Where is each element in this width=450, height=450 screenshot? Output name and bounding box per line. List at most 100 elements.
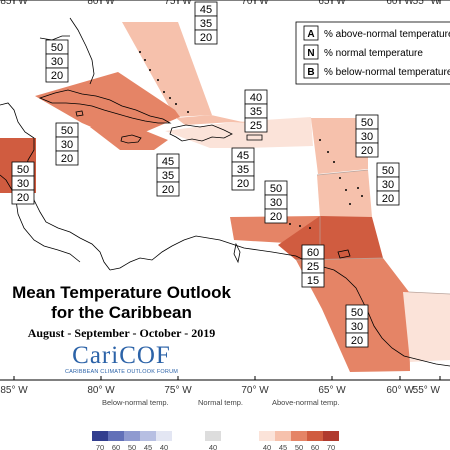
caricof-logo-subtitle: CARIBBEAN CLIMATE OUTLOOK FORUM [64, 369, 179, 375]
prob-above: 50 [351, 307, 363, 319]
small-islands [139, 51, 363, 229]
prob-box-bahamas: 45 35 20 [194, 1, 218, 45]
map-title-line2: for the Caribbean [51, 303, 192, 322]
scale-swatch-below [156, 431, 172, 441]
prob-box-belize: 50 30 20 [11, 161, 35, 205]
prob-box-trinidad: 60 25 15 [301, 244, 325, 288]
scale-tick-below: 60 [112, 443, 120, 450]
scale-swatch-above [275, 431, 291, 441]
prob-above: 50 [270, 183, 282, 195]
prob-box-jamaica: 45 35 20 [156, 153, 180, 197]
scale-swatch-normal [205, 431, 221, 441]
prob-normal: 35 [250, 106, 262, 118]
prob-above: 50 [382, 165, 394, 177]
scale-swatch-above [307, 431, 323, 441]
prob-below: 20 [17, 192, 29, 204]
region-bahamas [122, 22, 212, 117]
longitude-label-top: 80° W [87, 0, 115, 7]
scale-tick-below: 50 [128, 443, 136, 450]
scale-tick-above: 40 [263, 443, 271, 450]
map-title: Mean Temperature Outlook [12, 283, 231, 302]
scale-swatch-above [323, 431, 339, 441]
longitude-label-bottom: 75° W [164, 385, 192, 396]
legend-text: % normal temperature [324, 48, 423, 59]
scale-swatch-above [259, 431, 275, 441]
region-windward [317, 170, 372, 217]
caricof-logo: CariCOF [72, 342, 171, 369]
longitude-label-bottom: 65° W [318, 385, 346, 396]
longitude-label-top: 55° W [413, 0, 441, 7]
prob-normal: 30 [361, 131, 373, 143]
scale-tick-below: 40 [160, 443, 168, 450]
prob-box-guianas: 50 30 20 [345, 304, 369, 348]
scale-swatch-below [108, 431, 124, 441]
longitude-label-bottom: 70° W [241, 385, 269, 396]
prob-below: 15 [307, 275, 319, 287]
longitude-label-top: 70° W [241, 0, 269, 7]
prob-normal: 30 [382, 179, 394, 191]
region-turks [176, 115, 247, 125]
prob-box-central-america: 50 30 20 [55, 122, 79, 166]
scale-tick-above: 70 [327, 443, 335, 450]
prob-below: 20 [270, 211, 282, 223]
prob-normal: 35 [237, 164, 249, 176]
prob-box-cuba: 50 30 20 [45, 39, 69, 83]
forecast-period: August - September - October - 2019 [27, 326, 216, 340]
legend-letter: A [307, 29, 314, 40]
longitude-label-bottom: 80° W [87, 385, 115, 396]
longitude-label-bottom: 55° W [413, 385, 441, 396]
scale-normal-label: Normal temp. [198, 398, 243, 407]
prob-below: 20 [51, 70, 63, 82]
prob-below: 20 [361, 145, 373, 157]
prob-above: 60 [307, 247, 319, 259]
longitude-label-top: 85° W [0, 0, 28, 7]
prob-above: 45 [200, 4, 212, 16]
prob-above: 50 [51, 42, 63, 54]
region-leeward [311, 118, 368, 174]
legend-letter: B [307, 67, 314, 78]
prob-below: 20 [351, 335, 363, 347]
prob-above: 50 [17, 164, 29, 176]
region-boundaries [295, 169, 450, 295]
prob-normal: 30 [17, 178, 29, 190]
prob-normal: 35 [200, 18, 212, 30]
scale-tick-above: 50 [295, 443, 303, 450]
prob-above: 45 [162, 156, 174, 168]
scale-tick-below: 70 [96, 443, 104, 450]
prob-above: 50 [361, 117, 373, 129]
prob-above: 40 [250, 92, 262, 104]
longitude-label-top: 75° W [164, 0, 192, 7]
scale-tick-above: 60 [311, 443, 319, 450]
prob-box-hispaniola: 45 35 20 [231, 147, 255, 191]
prob-box-abc-islands: 50 30 20 [264, 180, 288, 224]
scale-tick-below: 45 [144, 443, 152, 450]
prob-normal: 30 [351, 321, 363, 333]
probability-legend: A % above-normal temperature N % normal tem… [295, 21, 450, 85]
prob-below: 20 [200, 32, 212, 44]
prob-box-windward-islands: 50 30 20 [376, 162, 400, 206]
scale-swatch-below [92, 431, 108, 441]
scale-swatch-above [291, 431, 307, 441]
region-cuba [35, 72, 180, 141]
prob-box-turks-caicos: 40 35 25 [244, 89, 268, 133]
prob-normal: 30 [51, 56, 63, 68]
prob-above: 50 [61, 125, 73, 137]
prob-normal: 25 [307, 261, 319, 273]
longitude-label-bottom: 85° W [0, 385, 28, 396]
legend-text: % below-normal temperature [324, 67, 450, 78]
longitude-axes: 85° W 80° W 75° W 70° W 65° W 60° W55° W 85° … [0, 0, 441, 396]
scale-below-label: Below-normal temp. [102, 398, 169, 407]
longitude-label-top: 65° W [318, 0, 346, 7]
longitude-label-top: 60° W [386, 0, 414, 7]
probability-labels: 45 35 20 50 30 20 50 30 20 50 30 20 45 35 20 45 35 20 40 35… [11, 1, 400, 348]
scale-swatch-below [124, 431, 140, 441]
prob-above: 45 [237, 150, 249, 162]
legend-letter: N [307, 48, 314, 59]
prob-below: 20 [61, 153, 73, 165]
region-hispaniola [165, 117, 313, 148]
scale-tick-normal: 40 [209, 443, 217, 450]
scale-swatch-below [140, 431, 156, 441]
title-block: Mean Temperature Outlook for the Caribbe… [4, 283, 239, 376]
prob-below: 25 [250, 120, 262, 132]
